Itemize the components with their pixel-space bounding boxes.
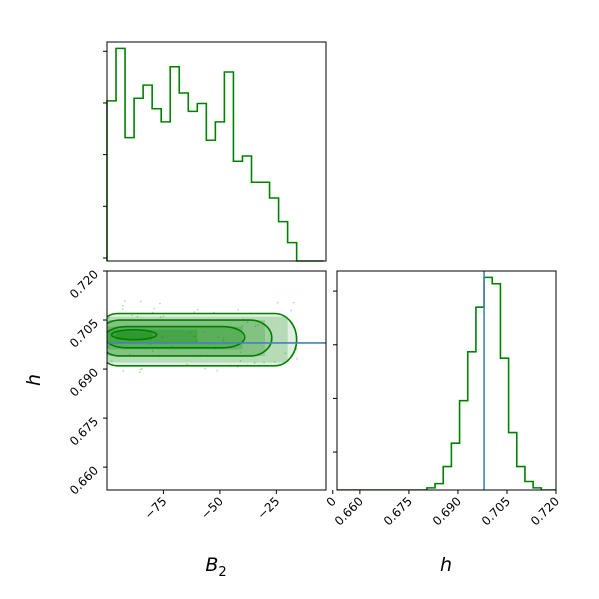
b2-marginal-panel — [103, 41, 327, 262]
joint-sample-point — [284, 352, 286, 355]
joint-sample-point — [151, 350, 154, 352]
joint-panel: −75 −50 −25 0 0.660 0.675 0.690 0.705 0.720 — [67, 267, 339, 522]
joint-sample-point — [129, 353, 131, 356]
h-histogram-step — [337, 276, 556, 490]
joint-sample-point — [253, 362, 256, 364]
y-axis-title-h: h — [23, 374, 45, 386]
joint-sample-point — [195, 339, 198, 342]
joint-sample-point — [237, 308, 239, 311]
joint-sample-point — [241, 325, 244, 327]
h-marginal-panel: 0.660 0.675 0.690 0.705 0.720 — [332, 270, 562, 528]
joint-density-cell — [116, 331, 153, 340]
joint-sample-point — [107, 345, 110, 348]
joint-sample-point — [276, 301, 279, 304]
joint-sample-point — [193, 311, 195, 313]
joint-sample-point — [256, 324, 259, 327]
joint-sample-point — [122, 304, 124, 307]
joint-sample-point — [138, 371, 141, 374]
joint-x-ticks: −75 −50 −25 0 — [142, 490, 339, 522]
joint-sample-point — [139, 368, 142, 371]
joint-sample-point — [239, 360, 242, 362]
joint-sample-point — [131, 314, 133, 317]
b2-marginal-y-ticks — [103, 50, 107, 259]
joint-sample-point — [121, 308, 124, 310]
joint-x-tick-label: −50 — [198, 494, 226, 522]
joint-x-tick-label: 0 — [324, 494, 339, 509]
joint-sample-point — [246, 321, 249, 323]
joint-sample-point — [159, 316, 162, 318]
joint-sample-point — [290, 309, 292, 312]
joint-sample-point — [136, 315, 139, 318]
h-marginal-x-tick-label: 0.690 — [430, 494, 464, 528]
joint-sample-point — [292, 301, 295, 304]
joint-sample-point — [122, 370, 125, 372]
joint-y-tick-label: 0.720 — [67, 267, 101, 301]
joint-sample-point — [162, 315, 165, 317]
joint-sample-point — [141, 367, 143, 370]
joint-sample-point — [186, 363, 188, 366]
h-marginal-y-ticks — [333, 290, 337, 453]
joint-sample-point — [189, 331, 192, 334]
joint-sample-point — [222, 339, 225, 342]
x-axis-title-h: h — [440, 554, 452, 576]
joint-contours — [107, 312, 298, 367]
joint-sample-point — [295, 348, 298, 350]
joint-y-tick-label: 0.705 — [67, 316, 101, 350]
joint-sample-point — [217, 336, 220, 339]
joint-frame — [106, 270, 327, 491]
x-axis-title-b2: B2 — [205, 554, 226, 580]
joint-sample-point — [216, 369, 218, 372]
h-histogram — [337, 276, 556, 490]
joint-sample-point — [159, 302, 161, 305]
joint-contour-level-4 — [110, 329, 158, 341]
joint-sample-point — [296, 357, 298, 360]
joint-x-tick-label: −25 — [255, 494, 283, 522]
joint-sample-point — [194, 335, 196, 337]
h-marginal-x-tick-label: 0.720 — [528, 494, 562, 528]
joint-x-tick-label: −75 — [142, 494, 170, 522]
joint-sample-point — [107, 317, 110, 319]
joint-density-cell — [107, 326, 243, 350]
joint-sample-point — [153, 307, 156, 310]
joint-sample-point — [273, 361, 276, 363]
joint-sample-point — [222, 337, 225, 340]
joint-sample-point — [161, 336, 164, 339]
b2-marginal-frame — [106, 41, 327, 262]
joint-sample-point — [263, 361, 265, 364]
joint-sample-point — [140, 300, 142, 303]
joint-sample-point — [196, 308, 199, 311]
joint-sample-point — [239, 351, 242, 353]
joint-y-tick-label: 0.660 — [67, 463, 101, 497]
h-marginal-x-tick-label: 0.660 — [332, 494, 366, 528]
b2-histogram — [106, 47, 324, 262]
joint-sample-point — [111, 360, 113, 363]
joint-sample-point — [203, 331, 206, 333]
joint-sample-point — [204, 367, 206, 370]
h-marginal-x-tick-label: 0.705 — [479, 494, 513, 528]
joint-sample-point — [193, 335, 195, 338]
joint-sample-point — [254, 325, 257, 328]
h-marginal-frame — [336, 270, 557, 491]
b2-histogram-step — [106, 47, 324, 262]
joint-y-tick-label: 0.690 — [67, 365, 101, 399]
h-marginal-x-tick-label: 0.675 — [381, 494, 415, 528]
h-marginal-x-ticks: 0.660 0.675 0.690 0.705 0.720 — [332, 490, 562, 528]
joint-y-ticks: 0.660 0.675 0.690 0.705 0.720 — [67, 267, 107, 498]
joint-sample-point — [123, 300, 126, 302]
joint-y-tick-label: 0.675 — [67, 414, 101, 448]
